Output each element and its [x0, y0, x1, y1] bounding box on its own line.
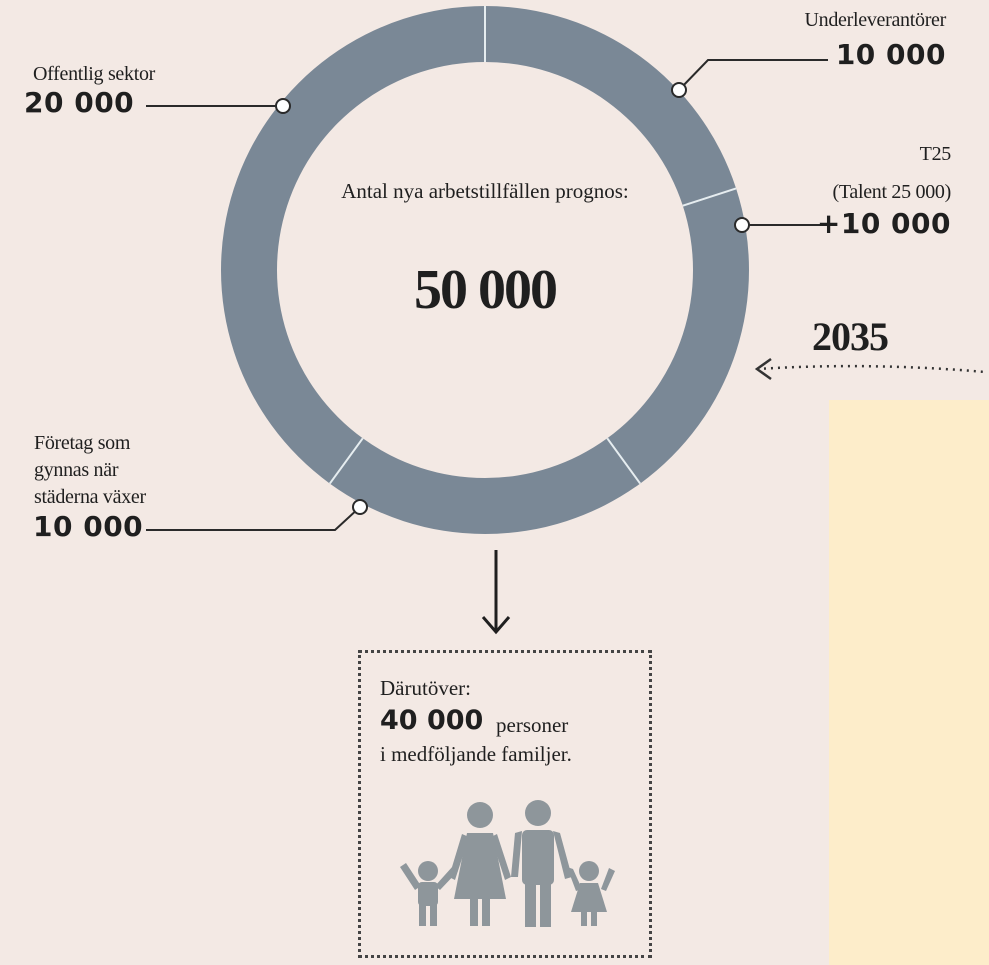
- family-icon: [400, 800, 615, 927]
- extra-info-box: [358, 650, 652, 958]
- ring-separator: [606, 437, 641, 485]
- extra-unit: personer: [496, 713, 569, 737]
- extra-title: Därutöver:: [380, 676, 471, 700]
- extra-number: 40 000: [380, 705, 484, 736]
- label-foretag-line3: städerna växer: [34, 486, 146, 508]
- ring-segments: [221, 6, 749, 534]
- callouts: [146, 59, 828, 531]
- extra-line: i medföljande familjer.: [380, 742, 572, 766]
- label-offentlig-sektor: Offentlig sektor: [33, 63, 156, 85]
- ring-segment-underleverantorer: [485, 6, 737, 206]
- callout-dot-underleverantorer: [671, 82, 687, 98]
- callout-dot-offentlig: [275, 98, 291, 114]
- label-foretag-line1: Företag som: [34, 432, 131, 454]
- down-arrow: [481, 550, 511, 635]
- callout-dot-t25: [734, 217, 750, 233]
- callout-line-underleverantorer: [678, 59, 828, 91]
- center-value: 50 000: [414, 259, 558, 321]
- label-underleverantorer: Underleverantörer: [804, 9, 947, 31]
- year-arrow: [754, 357, 986, 381]
- ring-segment-t25: [607, 188, 749, 484]
- callout-line-foretag: [146, 506, 361, 531]
- value-offentlig-sektor: 20 000: [24, 86, 135, 119]
- ring-separator: [682, 187, 737, 207]
- callout-dot-foretag: [352, 499, 368, 515]
- ring-segment-offentlig: [221, 6, 486, 484]
- ring-separator: [329, 437, 364, 485]
- side-panel: [829, 400, 989, 965]
- ring-segment-foretag: [329, 438, 641, 534]
- value-underleverantorer: 10 000: [835, 38, 946, 71]
- center-title: Antal nya arbetstillfällen prognos:: [341, 179, 629, 203]
- label-t25: T25: [919, 143, 952, 165]
- label-t25-sub: (Talent 25 000): [832, 181, 951, 203]
- label-foretag-line2: gynnas när: [34, 459, 119, 481]
- year-label: 2035: [812, 314, 889, 359]
- value-t25: +10 000: [816, 207, 951, 240]
- value-foretag: 10 000: [33, 510, 144, 543]
